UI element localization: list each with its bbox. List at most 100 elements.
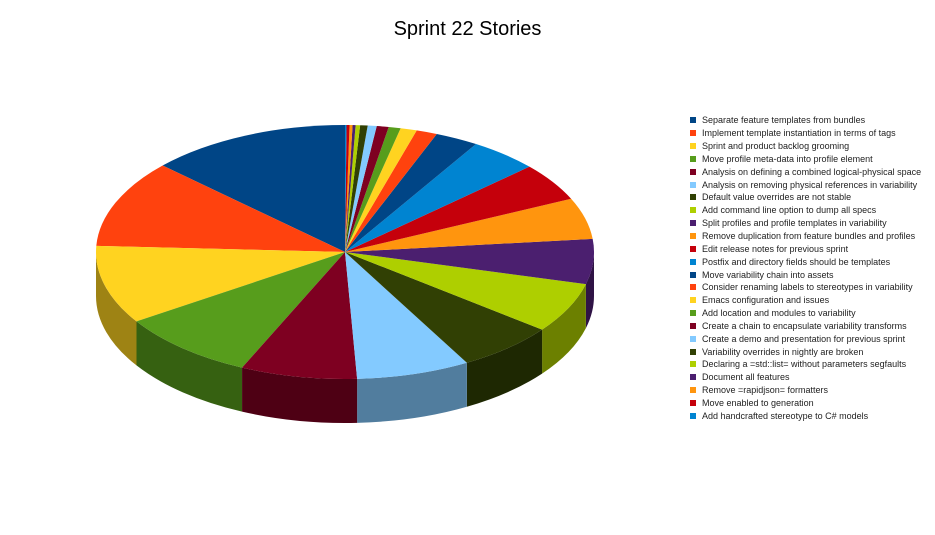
legend-label: Analysis on defining a combined logical-… — [702, 166, 922, 177]
legend-item: Move enabled to generation — [690, 397, 921, 410]
legend-swatch — [690, 117, 696, 124]
legend-label: Add location and modules to variability — [702, 308, 856, 319]
legend-swatch — [690, 374, 696, 381]
legend-swatch — [690, 207, 696, 214]
legend-swatch — [690, 220, 696, 227]
pie-side-7 — [542, 284, 586, 374]
pie-slice-16 — [345, 126, 389, 252]
legend-label: Analysis on removing physical references… — [702, 179, 918, 190]
legend-swatch — [690, 181, 696, 188]
legend-swatch — [690, 310, 696, 317]
pie-side-3 — [136, 321, 243, 412]
legend-label: Variability overrides in nightly are bro… — [702, 346, 864, 357]
pie-slice-9 — [345, 198, 593, 252]
legend-swatch — [690, 168, 696, 175]
pie-slice-22 — [345, 125, 350, 252]
legend-swatch — [690, 361, 696, 368]
pie-slice-2 — [96, 245, 345, 322]
legend-item: Split profiles and profile templates in … — [690, 217, 921, 230]
legend-swatch — [690, 284, 696, 291]
legend-item: Analysis on defining a combined logical-… — [690, 165, 921, 178]
legend-item: Create a demo and presentation for previ… — [690, 332, 921, 345]
pie-side-5 — [357, 362, 467, 423]
legend-item: Consider renaming labels to stereotypes … — [690, 281, 921, 294]
legend-label: Sprint and product backlog grooming — [702, 141, 850, 152]
pie-slice-12 — [345, 133, 477, 252]
legend-label: Consider renaming labels to stereotypes … — [702, 282, 913, 293]
legend-label: Remove =rapidjson= formatters — [702, 385, 829, 396]
legend-item: Add handcrafted stereotype to C# models — [690, 409, 921, 422]
pie-slice-7 — [345, 252, 586, 330]
legend-label: Move variability chain into assets — [702, 269, 834, 280]
pie-slice-18 — [345, 125, 368, 252]
pie-side-4 — [242, 367, 358, 423]
legend-item: Add location and modules to variability — [690, 307, 921, 320]
legend-label: Add handcrafted stereotype to C# models — [702, 410, 869, 421]
legend-label: Separate feature templates from bundles — [702, 115, 866, 126]
chart-title: Sprint 22 Stories — [393, 18, 542, 40]
pie-slice-3 — [136, 252, 345, 368]
pie-side-8 — [585, 252, 594, 329]
legend-item: Add command line option to dump all spec… — [690, 204, 921, 217]
legend-swatch — [690, 322, 696, 329]
legend-item: Remove duplication from feature bundles … — [690, 230, 921, 243]
legend-swatch — [690, 155, 696, 162]
legend-label: Edit release notes for previous sprint — [702, 243, 849, 254]
legend-swatch — [690, 297, 696, 304]
pie-side-6 — [466, 329, 543, 407]
pie-slices — [96, 125, 594, 380]
pie-slice-14 — [345, 128, 417, 252]
legend-label: Move profile meta-data into profile elem… — [702, 153, 873, 164]
legend-item: Edit release notes for previous sprint — [690, 242, 921, 255]
legend-item: Variability overrides in nightly are bro… — [690, 345, 921, 358]
legend-label: Split profiles and profile templates in … — [702, 218, 887, 229]
legend-swatch — [690, 143, 696, 150]
legend-swatch — [690, 387, 696, 394]
pie-slice-0 — [162, 125, 345, 252]
legend-label: Document all features — [702, 372, 790, 383]
legend-label: Move enabled to generation — [702, 397, 814, 408]
legend-item: Separate feature templates from bundles — [690, 114, 921, 127]
legend-item: Sprint and product backlog grooming — [690, 140, 921, 153]
legend-item: Document all features — [690, 371, 921, 384]
pie-slice-20 — [345, 125, 356, 252]
pie-slice-19 — [345, 125, 361, 252]
pie-side-2 — [96, 252, 137, 366]
legend-swatch — [690, 335, 696, 342]
legend-swatch — [690, 258, 696, 265]
legend-swatch — [690, 233, 696, 240]
legend-swatch — [690, 348, 696, 355]
pie-slice-6 — [345, 252, 543, 363]
pie-sides — [96, 252, 594, 423]
legend-swatch — [690, 194, 696, 201]
legend-item: Remove =rapidjson= formatters — [690, 384, 921, 397]
legend-label: Add command line option to dump all spec… — [702, 205, 877, 216]
pie-slice-1 — [96, 165, 345, 252]
pie-slice-5 — [345, 252, 467, 379]
legend-item: Declaring a =std::list= without paramete… — [690, 358, 921, 371]
legend-item: Postfix and directory fields should be t… — [690, 255, 921, 268]
legend: Separate feature templates from bundles I… — [690, 114, 921, 422]
legend-swatch — [690, 245, 696, 252]
legend-item: Default value overrides are not stable — [690, 191, 921, 204]
legend-label: Emacs configuration and issues — [702, 295, 830, 306]
legend-swatch — [690, 271, 696, 278]
pie-slice-10 — [345, 166, 572, 252]
pie-slice-21 — [345, 125, 353, 252]
pie-slice-23 — [345, 125, 347, 252]
legend-label: Implement template instantiation in term… — [702, 128, 896, 139]
legend-item: Create a chain to encapsulate variabilit… — [690, 320, 921, 333]
legend-swatch — [690, 399, 696, 406]
legend-item: Move profile meta-data into profile elem… — [690, 153, 921, 166]
legend-label: Default value overrides are not stable — [702, 192, 852, 203]
legend-item: Implement template instantiation in term… — [690, 127, 921, 140]
pie-slice-11 — [345, 143, 530, 252]
pie-slice-13 — [345, 130, 437, 252]
legend-label: Remove duplication from feature bundles … — [702, 231, 916, 242]
pie-slice-17 — [345, 125, 377, 252]
legend-item: Move variability chain into assets — [690, 268, 921, 281]
pie-slice-4 — [242, 252, 358, 380]
legend-swatch — [690, 412, 696, 419]
pie-slice-8 — [345, 238, 594, 285]
